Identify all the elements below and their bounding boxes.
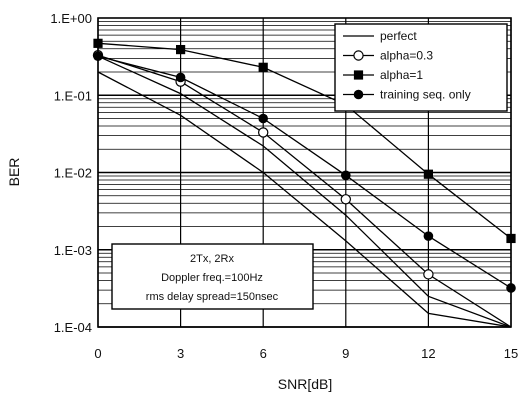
data-point-alpha-0-3 (423, 269, 434, 280)
x-tick-label: 9 (342, 346, 349, 361)
plot-border (97, 17, 512, 328)
legend-marker-alpha-0-3 (353, 50, 364, 61)
x-tick-label: 3 (177, 346, 184, 361)
y-tick-label: 1.E-02 (54, 166, 92, 181)
x-tick-label: 6 (260, 346, 267, 361)
data-point-alpha-1 (258, 62, 268, 72)
x-axis-label: SNR[dB] (278, 376, 332, 392)
y-axis-label: BER (6, 158, 22, 187)
series-line-training-seq-only (97, 55, 512, 289)
data-point-training-seq-only (423, 231, 434, 241)
data-point-training-seq-only (175, 72, 186, 83)
x-tick-label: 15 (504, 346, 518, 361)
data-point-training-seq-only (341, 170, 351, 181)
series-curves (97, 42, 512, 328)
legend-marker-alpha-1 (353, 70, 364, 80)
data-point-alpha-1 (176, 44, 186, 55)
data-point-alpha-1 (423, 169, 433, 179)
y-tick-label: 1.E+00 (50, 11, 92, 26)
y-tick-label: 1.E-01 (54, 88, 92, 103)
series-line-alpha-0-3 (97, 54, 512, 328)
series-line-alpha-1 (97, 42, 512, 240)
data-point-alpha-0-3 (258, 127, 269, 138)
legend-label-alpha-1: alpha=1 (380, 68, 423, 82)
x-tick-label: 12 (421, 346, 435, 361)
x-tick-labels: 0 3 6 9 12 15 (94, 346, 518, 361)
data-point-alpha-0-3 (340, 194, 351, 205)
y-tick-labels: 1.E+00 1.E-01 1.E-02 1.E-03 1.E-04 (50, 11, 92, 335)
legend-label-perfect: perfect (380, 29, 417, 43)
series-line-unlabeled (97, 55, 512, 328)
legend-label-alpha-0-3: alpha=0.3 (380, 49, 433, 63)
annotation-frame (111, 243, 314, 310)
legend-marker-training-seq-only (353, 89, 364, 100)
legend: perfect alpha=0.3 alpha=1 training seq. onl… (334, 23, 508, 112)
y-tick-label: 1.E-04 (54, 320, 92, 335)
annotation-line-1: 2Tx, 2Rx (190, 253, 235, 265)
legend-label-training-seq-only: training seq. only (380, 88, 471, 102)
series-line-perfect (97, 71, 512, 328)
y-tick-label: 1.E-03 (54, 243, 92, 258)
annotation-line-2: Doppler freq.=100Hz (161, 272, 263, 284)
annotation-line-3: rms delay spread=150nsec (146, 291, 279, 303)
annotation-box: 2Tx, 2Rx Doppler freq.=100Hz rms delay s… (111, 243, 314, 310)
data-point-training-seq-only (258, 113, 269, 124)
legend-box (334, 23, 508, 112)
x-tick-label: 0 (94, 346, 101, 361)
